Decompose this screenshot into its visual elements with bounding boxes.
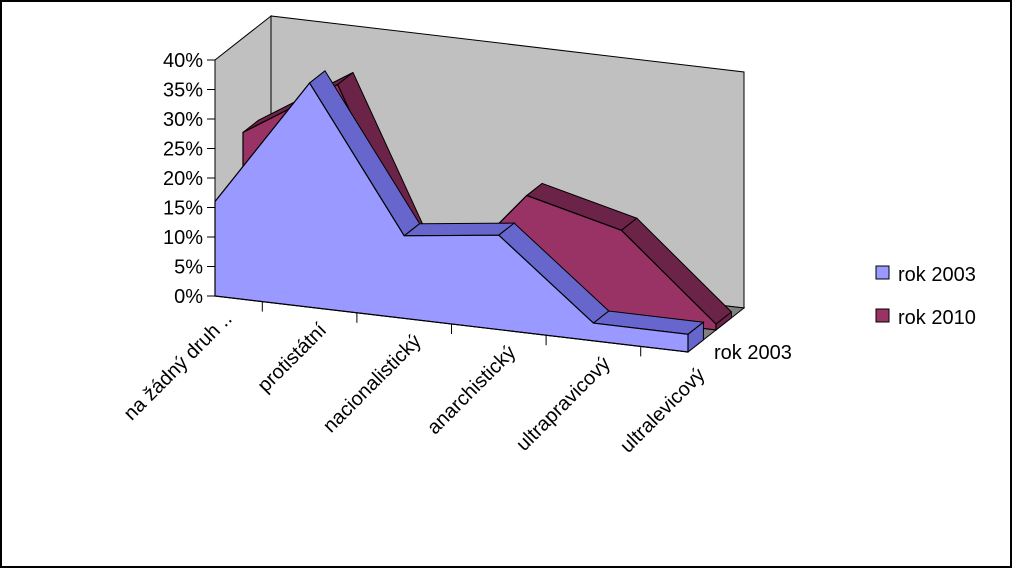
y-tick-label: 20% <box>163 168 203 190</box>
area-face <box>214 81 689 353</box>
y-tick-label: 0% <box>174 286 203 308</box>
y-tick-label: 25% <box>163 139 203 161</box>
x-tick-label: protistátní <box>253 319 331 397</box>
legend-swatch-rok-2003 <box>875 265 890 280</box>
depth-axis-label: rok 2003 <box>714 342 792 364</box>
x-tick-label: anarchistický <box>423 342 520 439</box>
y-tick-label: 30% <box>163 109 203 131</box>
area-top-segment <box>402 222 516 237</box>
x-tick-label: na žádný druh .. <box>120 308 237 425</box>
legend-label-rok-2010: rok 2010 <box>898 307 976 329</box>
y-tick-label: 15% <box>163 198 203 220</box>
legend-swatch-rok-2010 <box>875 308 890 323</box>
series-rok-2003-layer <box>214 70 705 354</box>
x-tick-label: ultralevicový <box>616 364 709 457</box>
y-tick-label: 35% <box>163 80 203 102</box>
legend-label-rok-2003: rok 2003 <box>898 264 976 286</box>
x-tick-label: ultrapravicový <box>512 353 615 456</box>
x-tick-label: nacionalistický <box>319 330 426 437</box>
y-tick-label: 10% <box>163 227 203 249</box>
y-tick-label: 5% <box>174 257 203 279</box>
legend: rok 2003 rok 2010 <box>875 264 976 329</box>
y-tick-label: 40% <box>163 50 203 72</box>
